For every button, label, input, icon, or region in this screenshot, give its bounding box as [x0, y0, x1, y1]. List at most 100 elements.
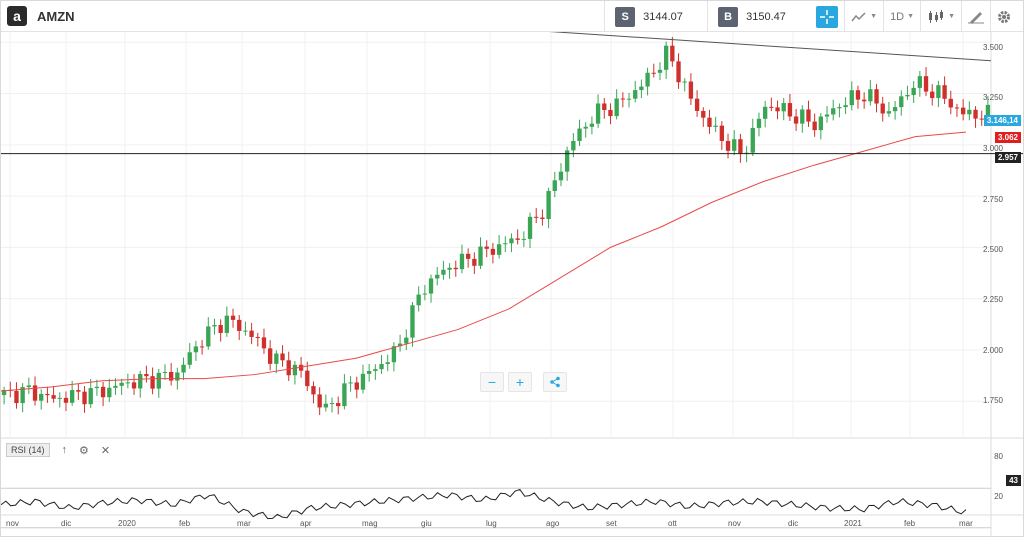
candle-body — [954, 107, 960, 109]
price-axis-label: 2.500 — [982, 245, 1003, 254]
candle-body — [552, 180, 557, 191]
x-axis-label: set — [606, 519, 617, 528]
candle-body — [527, 216, 533, 239]
resistance-line — [549, 32, 992, 62]
candlestick-icon[interactable]: ▼ — [927, 6, 955, 28]
chart-type-icon[interactable]: ▼ — [851, 6, 877, 28]
candle-body — [960, 107, 966, 115]
candle-body — [212, 325, 217, 327]
candle-body — [45, 393, 50, 396]
candle-body — [107, 387, 112, 398]
zoom-out-button[interactable]: − — [480, 372, 504, 392]
candle-body — [305, 370, 310, 387]
candle-body — [484, 246, 489, 249]
candle-body — [162, 372, 168, 374]
candle-body — [657, 69, 663, 73]
buy-badge[interactable]: B — [718, 6, 739, 27]
candle-body — [651, 72, 656, 74]
candle-body — [806, 109, 811, 122]
rsi-line — [1, 488, 967, 520]
candle-body — [329, 403, 335, 405]
price-axis-label: 3.250 — [982, 93, 1003, 102]
current-price-tag: 3.146,14 — [983, 115, 1021, 126]
crosshair-icon[interactable] — [816, 5, 839, 28]
gear-icon[interactable] — [997, 6, 1011, 28]
price-axis-label: 1.750 — [982, 396, 1003, 405]
candle-body — [472, 258, 477, 266]
candle-body — [360, 373, 366, 390]
candle-body — [447, 267, 452, 270]
candle-body — [292, 364, 298, 376]
candle-body — [32, 385, 38, 401]
candle-body — [138, 373, 143, 389]
candle-body — [478, 246, 483, 266]
zoom-in-button[interactable]: + — [508, 372, 532, 392]
arrow-up-icon[interactable]: ↑ — [61, 444, 68, 456]
candle-body — [602, 103, 607, 110]
candle-body — [719, 125, 725, 141]
interval-select[interactable]: 1D ▼ — [890, 10, 915, 23]
candle-body — [113, 385, 118, 388]
buy-price[interactable]: 3150.47 — [746, 10, 786, 23]
x-axis-label: ago — [546, 519, 560, 528]
candle-body — [410, 305, 415, 338]
candle-body — [515, 238, 520, 240]
candle-body — [199, 346, 205, 348]
candle-body — [558, 171, 564, 181]
sell-badge[interactable]: S — [615, 6, 636, 27]
close-icon[interactable]: ✕ — [100, 444, 111, 457]
candle-body — [626, 98, 632, 100]
candle-body — [837, 107, 842, 109]
candle-body — [354, 382, 359, 390]
candle-body — [663, 45, 669, 70]
candle-body — [496, 244, 502, 255]
candle-body — [336, 403, 341, 407]
candle-body — [738, 139, 743, 155]
candle-body — [849, 90, 854, 106]
candle-body — [175, 372, 180, 381]
candle-body — [936, 85, 941, 99]
candle-body — [831, 108, 836, 115]
candle-body — [973, 109, 978, 119]
candle-body — [818, 116, 824, 131]
candle-body — [701, 110, 706, 118]
x-axis-label: feb — [904, 519, 916, 528]
price-axis-label: 3.500 — [982, 43, 1003, 52]
candle-body — [206, 326, 211, 347]
candle-body — [249, 330, 254, 337]
x-axis-label: dic — [788, 519, 799, 528]
candle-body — [571, 140, 576, 151]
x-axis-label: mar — [237, 519, 251, 528]
candle-body — [379, 363, 384, 370]
candle-body — [923, 76, 929, 92]
candle-body — [509, 238, 514, 244]
candle-body — [812, 121, 817, 131]
candle-body — [230, 315, 236, 320]
gear-icon[interactable]: ⚙ — [79, 444, 89, 457]
rsi-label[interactable]: RSI (14) — [6, 443, 50, 457]
candle-body — [20, 387, 25, 404]
price-chart[interactable] — [1, 32, 1023, 537]
sell-price[interactable]: 3144.07 — [643, 10, 683, 23]
share-icon[interactable] — [543, 372, 567, 392]
x-axis-label: dic — [61, 519, 72, 528]
candle-body — [793, 116, 799, 124]
rsi-value-tag: 43 — [1006, 475, 1021, 486]
candle-body — [762, 106, 768, 119]
instrument-symbol[interactable]: AMZN — [37, 8, 75, 24]
candle-body — [69, 390, 75, 403]
zoom-controls: − + — [480, 372, 536, 394]
draw-tool-icon[interactable] — [968, 6, 984, 28]
candle-body — [397, 343, 403, 347]
candle-body — [503, 243, 508, 245]
price-axis-label: 2.250 — [982, 295, 1003, 304]
candle-body — [317, 394, 322, 408]
candle-body — [261, 337, 267, 349]
candle-body — [168, 372, 174, 381]
rsi-level-label: 80 — [994, 452, 1003, 461]
candle-body — [187, 352, 192, 365]
candle-body — [39, 393, 44, 401]
candle-body — [756, 118, 762, 128]
candle-body — [899, 96, 904, 108]
